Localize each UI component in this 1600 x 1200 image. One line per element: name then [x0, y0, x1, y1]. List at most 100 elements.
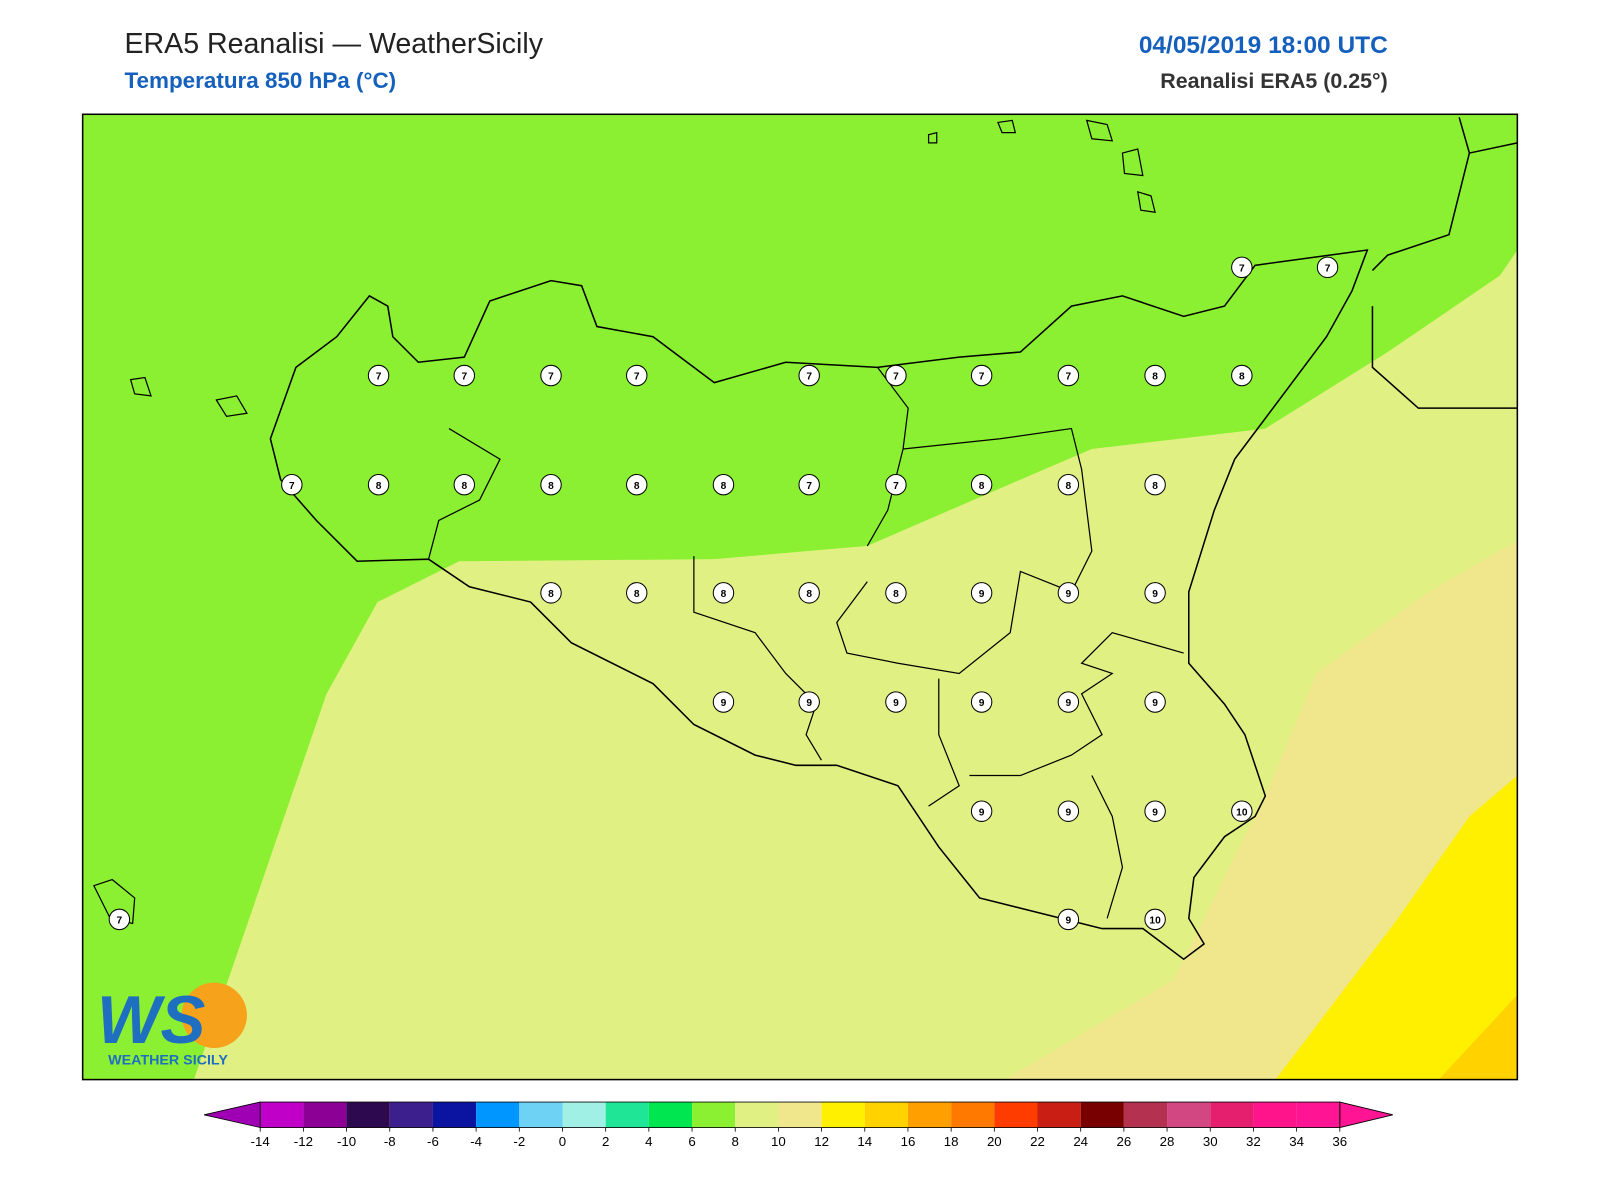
colorbar-box — [605, 1102, 649, 1128]
station-value: 9 — [1152, 698, 1158, 709]
station-marker — [1231, 800, 1253, 822]
colorbar-box — [821, 1102, 865, 1128]
station-value: 7 — [117, 915, 123, 926]
station-value: 9 — [1066, 589, 1072, 600]
station-value: 9 — [1066, 915, 1072, 926]
station-value: 8 — [461, 481, 467, 492]
colorbar-tick-label: 26 — [1117, 1134, 1132, 1149]
colorbar-tick-label: 6 — [688, 1134, 695, 1149]
station-marker — [885, 582, 907, 604]
station-value: 9 — [979, 589, 985, 600]
colorbar-tick-label: 8 — [732, 1134, 739, 1149]
colorbar-tick-label: 12 — [814, 1134, 829, 1149]
station-value: 9 — [979, 807, 985, 818]
colorbar-tick-label: 34 — [1289, 1134, 1304, 1149]
station-value: 7 — [1325, 263, 1331, 274]
station-marker — [626, 364, 648, 387]
colorbar-box — [1210, 1102, 1254, 1128]
logo-text: WEATHER SICILY — [108, 1052, 228, 1068]
datetime: 04/05/2019 18:00 UTC — [1139, 32, 1388, 59]
station-marker — [712, 691, 735, 713]
station-marker — [540, 473, 562, 496]
station-marker — [1057, 582, 1080, 604]
colorbar-tick-label: 22 — [1030, 1134, 1045, 1149]
logo-mark: WS — [97, 983, 206, 1058]
colorbar-box — [1037, 1102, 1081, 1128]
station-marker — [712, 473, 735, 496]
colorbar-tick-label: -14 — [251, 1134, 270, 1149]
colorbar-box — [1253, 1102, 1297, 1128]
station-value: 7 — [1066, 372, 1072, 383]
colorbar-box — [1123, 1102, 1168, 1128]
station-marker — [970, 582, 993, 604]
station-marker — [1057, 800, 1080, 822]
colorbar-tick-label: -2 — [513, 1134, 525, 1149]
station-marker — [885, 364, 907, 387]
province-borders — [427, 366, 1184, 919]
sicily-coastline — [269, 249, 1369, 961]
map-frame — [81, 113, 1519, 1081]
colorbar-box — [1167, 1102, 1211, 1128]
station-value: 9 — [893, 698, 899, 709]
subtitle: Temperatura 850 hPa (°C) — [124, 68, 396, 93]
station-marker — [367, 364, 390, 387]
colorbar-tick-label: -8 — [384, 1134, 396, 1149]
colorbar-box — [735, 1102, 779, 1128]
colorbar-tick-label: 4 — [645, 1134, 652, 1149]
station-marker — [970, 691, 993, 713]
station-value: 8 — [548, 589, 554, 600]
station-value: 8 — [634, 589, 640, 600]
station-value: 8 — [721, 589, 727, 600]
station-marker — [798, 364, 820, 387]
station-value: 9 — [1066, 698, 1072, 709]
colorbar: -14 -12 -10 -8 -6 -4 -2 0 2 4 6 8 10 12 14 16 18 20 22 24 26… — [203, 1101, 1393, 1149]
colorbar-tick-label: -10 — [337, 1134, 356, 1149]
colorbar-box — [1080, 1102, 1124, 1128]
colorbar-box — [778, 1102, 822, 1128]
colorbar-tick-label: 0 — [559, 1134, 566, 1149]
station-marker — [1057, 364, 1080, 387]
stations: 7 7 7 7 7 7 7 7 7 7 8 8 7 8 8 8 8 8 7 7 8 8 8 8 8 8 8 8 9 9 9 9 9 9 9 9 9 9 9 9… — [108, 256, 1339, 931]
station-marker — [885, 691, 907, 713]
colorbar-box — [692, 1102, 736, 1128]
title: ERA5 Reanalisi — WeatherSicily — [124, 28, 543, 60]
station-marker — [970, 800, 993, 822]
colorbar-tick-label: 20 — [987, 1134, 1002, 1149]
calabria-coastline — [1371, 117, 1518, 409]
islands — [93, 119, 1156, 925]
colorbar-tick-label: -4 — [470, 1134, 482, 1149]
station-value: 8 — [376, 481, 382, 492]
station-marker — [1144, 582, 1166, 604]
station-marker — [712, 582, 735, 604]
station-marker — [970, 364, 993, 387]
colorbar-tick-label: 14 — [857, 1134, 872, 1149]
station-marker — [885, 473, 907, 496]
colorbar-box — [864, 1102, 908, 1128]
colorbar-tick-label: 16 — [901, 1134, 916, 1149]
station-marker — [1316, 256, 1339, 279]
colorbar-box — [994, 1102, 1038, 1128]
station-value: 7 — [289, 481, 295, 492]
station-value: 7 — [806, 481, 812, 492]
colorbar-box — [432, 1102, 477, 1128]
colorbar-tick-label: 18 — [944, 1134, 959, 1149]
colorbar-tick-label: 30 — [1203, 1134, 1218, 1149]
station-value: 10 — [1149, 915, 1161, 926]
colorbar-tick-label: 10 — [771, 1134, 786, 1149]
station-marker — [1144, 691, 1166, 713]
station-value: 10 — [1236, 807, 1248, 818]
source: Reanalisi ERA5 (0.25°) — [1160, 69, 1387, 93]
station-value: 8 — [1152, 481, 1158, 492]
station-value: 9 — [1152, 807, 1158, 818]
station-value: 9 — [721, 698, 727, 709]
station-marker — [798, 691, 820, 713]
station-value: 9 — [979, 698, 985, 709]
colorbar-box — [303, 1102, 347, 1128]
station-value: 7 — [893, 481, 899, 492]
station-value: 9 — [1066, 807, 1072, 818]
station-marker — [1057, 473, 1080, 496]
station-marker — [1057, 691, 1080, 713]
station-value: 7 — [979, 372, 985, 383]
station-marker — [626, 582, 648, 604]
